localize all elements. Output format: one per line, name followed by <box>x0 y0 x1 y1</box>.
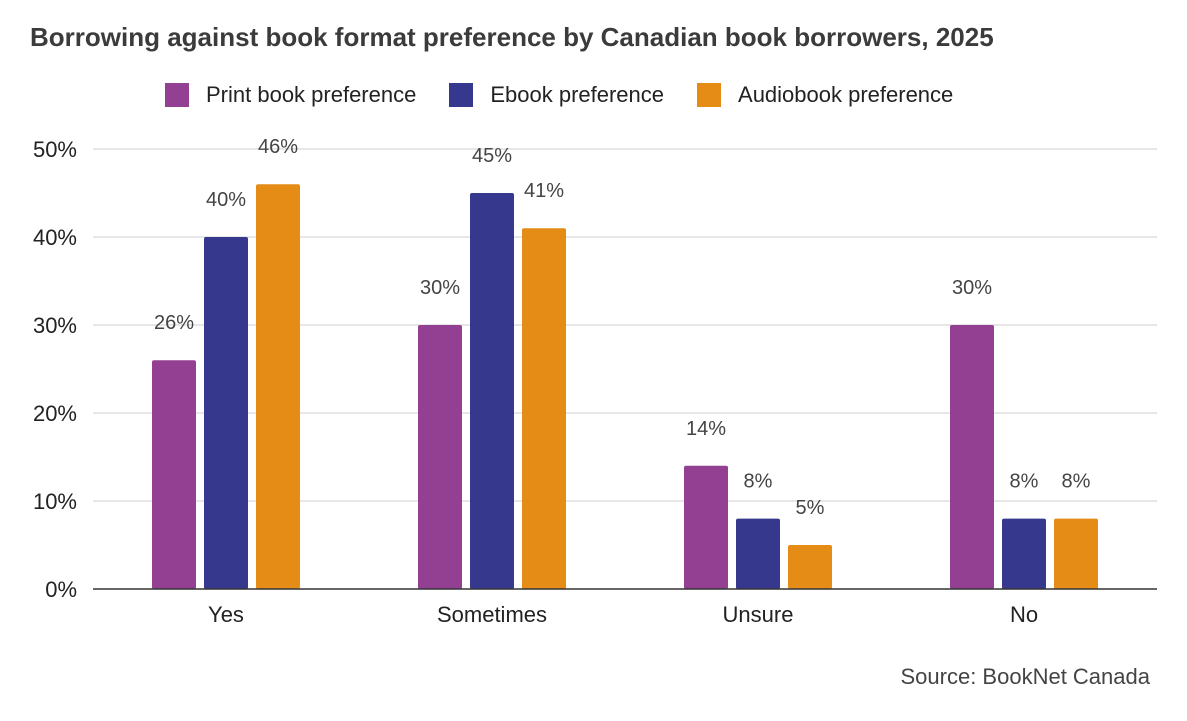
bar <box>522 228 566 589</box>
legend-item-ebook: Ebook preference <box>449 82 664 108</box>
data-label: 8% <box>744 471 773 493</box>
data-label: 14% <box>686 418 726 440</box>
data-label: 46% <box>258 136 298 158</box>
data-label: 26% <box>154 312 194 334</box>
legend-item-audiobook: Audiobook preference <box>697 82 953 108</box>
bar <box>204 237 248 589</box>
data-label: 5% <box>796 497 825 519</box>
bar <box>470 193 514 589</box>
legend-item-print: Print book preference <box>165 82 416 108</box>
bar <box>1002 518 1046 589</box>
x-tick-label: No <box>1010 602 1038 627</box>
legend-swatch-audiobook <box>697 83 722 107</box>
y-tick-label: 50% <box>33 137 77 162</box>
data-label: 8% <box>1010 471 1039 493</box>
bar <box>736 518 780 589</box>
bar <box>788 545 832 589</box>
y-tick-label: 40% <box>33 225 77 250</box>
data-label: 30% <box>420 277 460 299</box>
legend-swatch-print <box>165 83 189 107</box>
x-tick-label: Unsure <box>723 602 794 627</box>
x-tick-label: Yes <box>208 602 244 627</box>
y-tick-label: 10% <box>33 489 77 514</box>
legend-label-print: Print book preference <box>206 82 417 107</box>
bar <box>256 184 300 589</box>
bar <box>684 465 728 589</box>
bar <box>1054 518 1098 589</box>
legend-label-audiobook: Audiobook preference <box>738 82 954 107</box>
legend-swatch-ebook <box>449 83 474 107</box>
data-label: 41% <box>524 180 564 202</box>
data-label: 45% <box>472 145 512 167</box>
bar <box>950 325 994 589</box>
data-label: 30% <box>952 277 992 299</box>
data-label: 40% <box>206 189 246 211</box>
data-label: 8% <box>1062 471 1091 493</box>
y-tick-label: 30% <box>33 313 77 338</box>
bar <box>152 360 196 589</box>
legend: Print book preference Ebook preference A… <box>165 82 986 108</box>
legend-label-ebook: Ebook preference <box>490 82 665 107</box>
source-note: Source: BookNet Canada <box>900 664 1151 689</box>
y-tick-label: 20% <box>33 401 77 426</box>
chart-title: Borrowing against book format preference… <box>30 22 994 52</box>
bar <box>418 325 462 589</box>
x-tick-label: Sometimes <box>437 602 547 627</box>
y-tick-label: 0% <box>45 577 77 602</box>
